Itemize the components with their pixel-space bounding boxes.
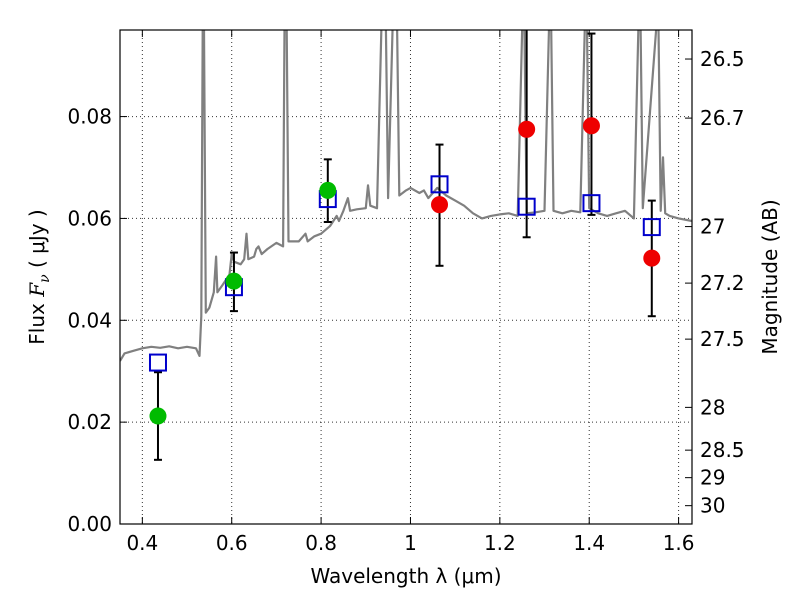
mag-tick-label: 28.5 — [700, 438, 745, 462]
x-tick-label: 0.6 — [216, 531, 248, 555]
y-axis-unit-label: ( μJy ) — [25, 209, 49, 274]
mag-tick-label: 29 — [700, 466, 725, 490]
mag-tick-label: 28 — [700, 395, 725, 419]
y-axis-f-symbol: F — [25, 282, 49, 298]
y-axis-title-left: Flux Fν ( μJy ) — [25, 209, 53, 344]
mag-tick-label: 30 — [700, 494, 725, 518]
observed-circle-marker — [518, 120, 536, 138]
mag-tick-label: 27.2 — [700, 271, 745, 295]
y-tick-label: 0.04 — [67, 308, 112, 332]
x-tick-label: 0.4 — [126, 531, 158, 555]
model-square-marker — [517, 197, 536, 216]
mag-tick-label: 26.7 — [700, 106, 745, 130]
x-tick-label: 1.4 — [573, 531, 605, 555]
spectrum-layer — [120, 30, 692, 362]
x-tick-label: 1.6 — [663, 531, 695, 555]
y-tick-label: 0.02 — [67, 410, 112, 434]
mag-tick-label: 26.5 — [700, 47, 745, 71]
observed-circle-marker — [431, 196, 449, 214]
mag-tick-label: 27 — [700, 215, 725, 239]
axis-ticks: 0.4 0.6 0.8 1 1.2 1.4 1.6 0.00 0.02 0.04 0.06 0.08 2… — [67, 30, 745, 555]
plot-frame — [119, 29, 693, 525]
x-axis-title: Wavelength λ (μm) — [310, 564, 501, 588]
y-tick-label: 0.00 — [67, 512, 112, 536]
y-tick-label: 0.08 — [67, 105, 112, 129]
y-axis-nu-subscript: ν — [37, 274, 53, 283]
model-square-marker — [148, 353, 167, 372]
observed-circle-marker — [319, 181, 337, 199]
model-square-marker — [430, 175, 449, 194]
observed-circle-marker — [582, 117, 600, 135]
x-tick-label: 1 — [404, 531, 417, 555]
points-layer — [148, 30, 661, 461]
y-axis-title-right: Magnitude (AB) — [758, 199, 782, 354]
observed-circle-marker — [149, 407, 167, 425]
model-square-marker — [642, 218, 661, 237]
mag-tick-label: 27.5 — [700, 327, 745, 351]
y-axis-flux-label: Flux — [25, 297, 49, 345]
x-tick-label: 0.8 — [305, 531, 337, 555]
x-tick-label: 1.2 — [484, 531, 516, 555]
observed-circle-marker — [643, 249, 661, 267]
spectrum-line — [120, 30, 692, 362]
observed-circle-marker — [225, 272, 243, 290]
y-tick-label: 0.06 — [67, 206, 112, 230]
model-square-marker — [582, 194, 601, 213]
